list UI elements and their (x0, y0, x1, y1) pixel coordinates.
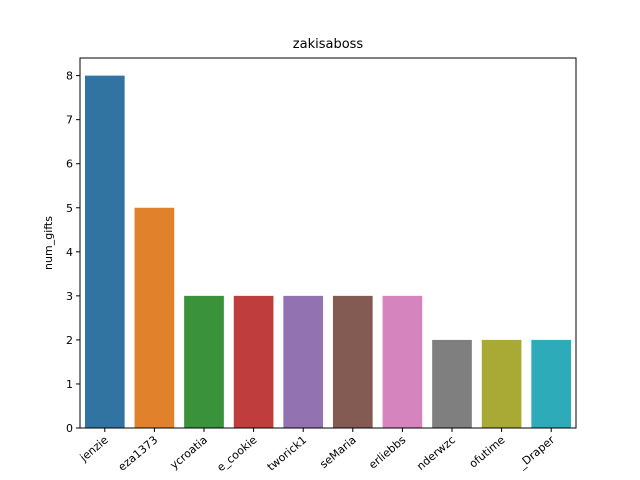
bar-4 (283, 295, 324, 428)
y-tick-label-1: 1 (66, 378, 73, 391)
bar-8 (481, 339, 522, 428)
x-tick-label-7: nderwzc (414, 433, 458, 473)
y-tick-label-3: 3 (66, 290, 73, 303)
x-tick-label-8: ofutime (467, 433, 508, 470)
plot-frame (79, 57, 577, 429)
bar-9 (531, 339, 572, 428)
y-axis: 0 1 2 3 4 5 6 7 8 (66, 70, 80, 435)
y-tick-label-2: 2 (66, 334, 73, 347)
x-tick-label-4: tworick1 (265, 433, 309, 473)
x-axis: jenzie eza1373 ycroatia e_cookie tworick1 seM… (77, 428, 558, 474)
y-tick-label-4: 4 (66, 246, 73, 259)
x-tick-label-2: ycroatia (168, 433, 210, 472)
x-tick-label-1: eza1373 (116, 433, 161, 473)
bar-7 (432, 339, 472, 428)
bar-3 (233, 295, 274, 428)
x-tick-label-9: _Draper (515, 433, 558, 472)
x-tick-label-3: e_cookie (214, 433, 259, 474)
bars-group (84, 75, 572, 429)
bar-6 (382, 295, 423, 428)
y-tick-label-7: 7 (66, 114, 73, 127)
y-tick-label-0: 0 (66, 422, 73, 435)
bar-2 (184, 295, 224, 428)
y-tick-label-5: 5 (66, 202, 73, 215)
x-tick-label-0: jenzie (77, 433, 111, 465)
bar-0 (84, 75, 125, 429)
x-tick-label-5: seMaria (317, 433, 358, 471)
y-axis-label: num_gifts (42, 216, 55, 270)
y-tick-label-8: 8 (66, 70, 73, 83)
y-tick-label-6: 6 (66, 158, 73, 171)
chart-title: zakisaboss (293, 37, 364, 52)
bar-1 (134, 207, 175, 428)
x-tick-label-6: erliebbs (366, 433, 408, 471)
bar-5 (332, 295, 373, 428)
